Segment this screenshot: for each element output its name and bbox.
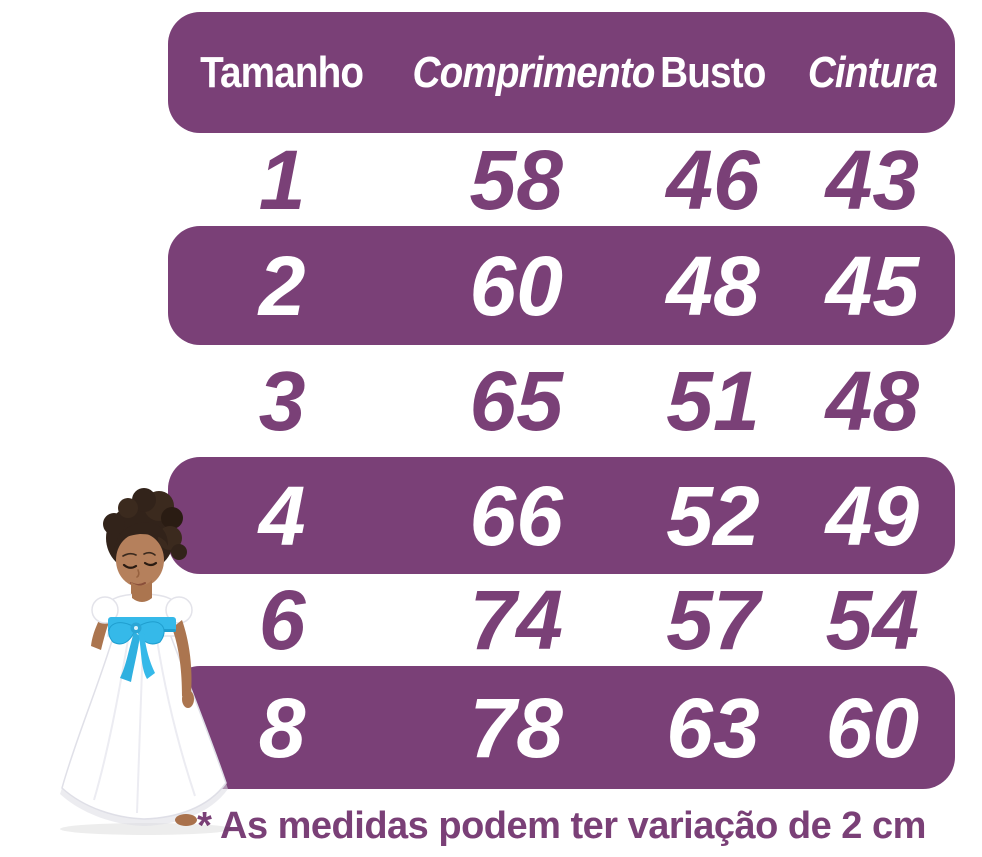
cell-comprimento: 74 — [469, 573, 563, 667]
cell-cintura: 49 — [825, 468, 920, 563]
cell-busto: 51 — [666, 354, 760, 448]
face — [114, 522, 168, 587]
measurement-disclaimer: * As medidas podem ter variação de 2 cm — [197, 805, 926, 847]
cell-cintura: 48 — [825, 354, 920, 448]
cell-cintura: 45 — [825, 238, 920, 333]
cell-tamanho: 4 — [258, 468, 306, 563]
table-row-size-4: 4 66 52 49 — [168, 457, 955, 574]
cell-comprimento: 78 — [469, 680, 563, 775]
table-header: Tamanho Comprimento Busto Cintura — [168, 12, 955, 133]
cell-comprimento: 60 — [469, 238, 563, 333]
right-arm — [172, 620, 194, 708]
cell-tamanho: 1 — [258, 132, 306, 227]
cell-cintura: 43 — [825, 132, 920, 227]
cell-cintura: 60 — [825, 680, 920, 775]
cell-busto: 52 — [666, 468, 760, 563]
cell-comprimento: 66 — [469, 468, 563, 563]
cell-cintura: 54 — [825, 573, 920, 667]
table-row-size-8: 8 78 63 60 — [168, 666, 955, 789]
header-tamanho: Tamanho — [200, 47, 365, 97]
cell-busto: 46 — [666, 132, 760, 227]
size-chart: Tamanho Comprimento Busto Cintura 1 58 4… — [168, 0, 955, 848]
ground-shadow — [60, 823, 232, 835]
sash-and-bow — [108, 617, 176, 682]
cell-tamanho: 8 — [258, 680, 306, 775]
cell-comprimento: 65 — [469, 354, 563, 448]
table-row-size-3: 3 65 51 48 — [168, 345, 955, 457]
header-comprimento: Comprimento — [412, 47, 656, 97]
cell-busto: 48 — [666, 238, 760, 333]
cell-tamanho: 2 — [258, 238, 306, 333]
header-cintura: Cintura — [807, 47, 938, 97]
girl-in-white-dress-photo — [60, 488, 232, 835]
table-row-size-6: 6 74 57 54 — [168, 574, 955, 666]
table-row-size-2: 2 60 48 45 — [168, 226, 955, 345]
cell-comprimento: 58 — [469, 132, 563, 227]
header-busto: Busto — [660, 47, 766, 97]
cell-busto: 63 — [666, 680, 760, 775]
foot — [175, 814, 197, 826]
cell-tamanho: 3 — [258, 354, 306, 448]
cell-tamanho: 6 — [258, 573, 306, 667]
cell-busto: 57 — [666, 573, 760, 667]
table-row-size-1: 1 58 46 43 — [168, 133, 955, 226]
